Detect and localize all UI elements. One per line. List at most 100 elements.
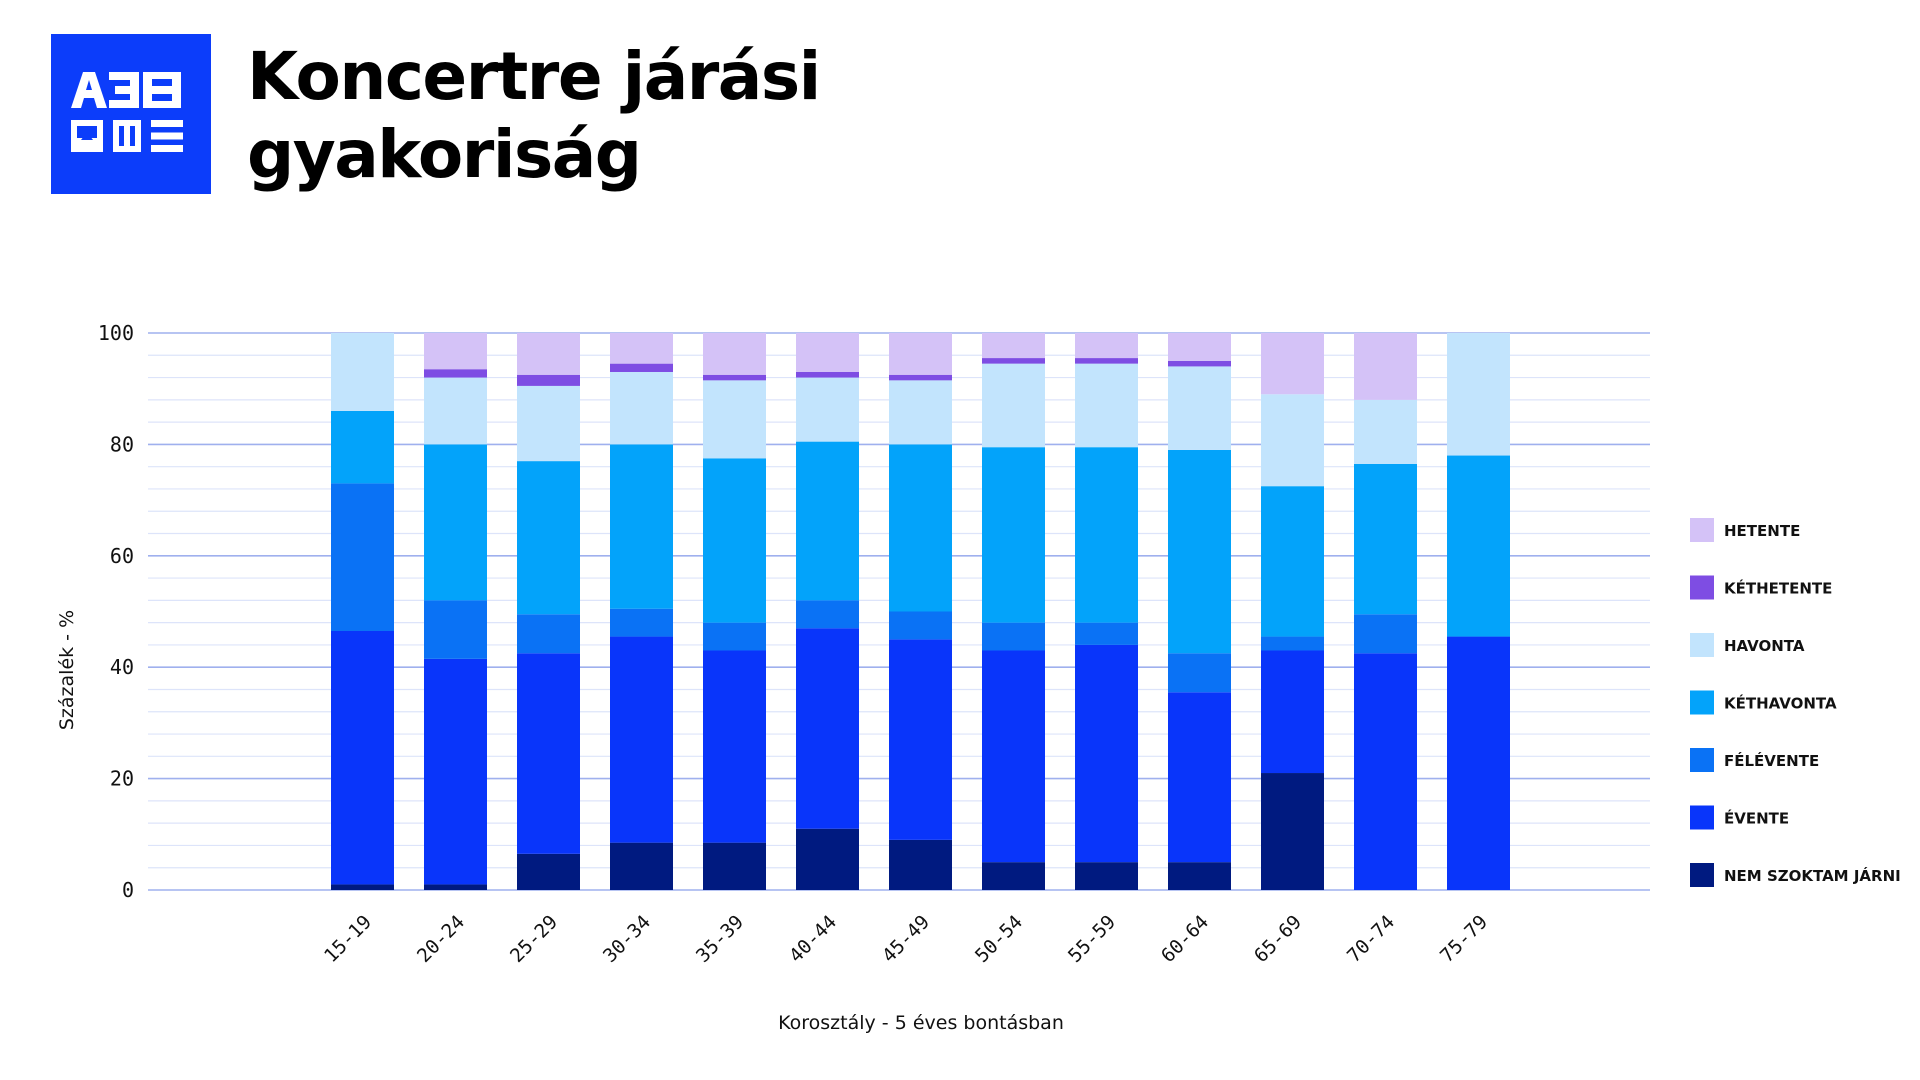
x-tick-labels: 15-19 20-24 25-29 30-34 35-39 40-44 45-49 50-54… [320,911,1492,967]
x-tick-label: 20-24 [413,911,469,967]
bar-segment [424,377,487,445]
bar-segment [982,650,1045,863]
bar-segment [517,385,580,462]
bar-segment [1261,486,1324,637]
x-tick-label: 45-49 [878,911,934,967]
y-tick-label: 60 [110,544,134,568]
bar-segment [517,333,580,375]
bar-segment [1075,622,1138,645]
bar-segment [889,374,952,381]
bar-segment [1075,333,1138,359]
bar-segment [889,839,952,890]
bar-segment [703,842,766,890]
bar-segment [1261,636,1324,651]
bar-segment [610,636,673,843]
bar-segment [610,444,673,609]
a38-logo [51,34,211,194]
bar-segment [1261,333,1324,395]
y-tick-label: 40 [110,655,134,679]
legend: HETENTE KÉTHETENTE HAVONTA KÉTHAVONTA FÉLÉVE… [1690,518,1901,887]
x-tick-label: 15-19 [320,911,376,967]
bar-segment [703,374,766,381]
bar-segment [1168,360,1231,367]
bar-segment [889,639,952,840]
bar-segment [610,333,673,364]
bar-segment [424,658,487,885]
bar-segment [517,614,580,654]
bar-segment [517,374,580,386]
a38-logo-icon [71,72,183,152]
bar-segment [1447,636,1510,890]
bar-segment [610,371,673,445]
bar-segment [517,653,580,854]
bar-segment [982,333,1045,359]
bar-segment [331,410,394,484]
bar-segment [1354,614,1417,654]
bar-segment [1075,358,1138,364]
bar-segment [1075,644,1138,863]
bar-segment [331,884,394,890]
y-tick-labels: 0 20 40 60 80 100 [98,321,134,902]
bar-segment [1075,447,1138,623]
bar-segment [1354,333,1417,400]
bar-segment [424,333,487,370]
bar-segment [424,884,487,890]
bar-segment [796,628,859,829]
legend-label: ÉVENTE [1724,809,1789,828]
legend-label: KÉTHAVONTA [1724,694,1837,713]
x-tick-label: 70-74 [1343,911,1399,967]
bar-segment [1261,394,1324,487]
y-tick-label: 0 [122,878,134,902]
legend-swatch [1690,518,1714,542]
bar-segment [889,444,952,612]
x-tick-label: 75-79 [1436,911,1492,967]
bar-segment [982,862,1045,890]
bar-segment [982,622,1045,651]
bar-segment [1354,463,1417,615]
bar-segment [1168,366,1231,450]
legend-swatch [1690,863,1714,887]
bar-segment [331,630,394,885]
bar-segment [703,650,766,843]
legend-swatch [1690,633,1714,657]
bar-segment [703,458,766,623]
y-tick-label: 20 [110,767,134,791]
bar-segment [1075,363,1138,448]
x-tick-label: 35-39 [692,911,748,967]
x-tick-label: 50-54 [971,911,1027,967]
bar-segment [796,600,859,629]
bar-segment [1075,862,1138,890]
legend-swatch [1690,748,1714,772]
bar-segment [982,358,1045,364]
bar-segment [424,444,487,601]
bar-segment [796,371,859,378]
legend-label: KÉTHETENTE [1724,579,1832,598]
bar-segment [1447,333,1510,456]
legend-swatch [1690,575,1714,600]
bar-segment [796,377,859,442]
bar-segment [424,600,487,659]
bar-segment [703,622,766,651]
x-tick-label: 55-59 [1064,911,1120,967]
bar-segment [982,447,1045,623]
bar-segment [1168,862,1231,890]
bar-segment [703,380,766,459]
x-tick-label: 40-44 [785,911,841,967]
legend-label: FÉLÉVENTE [1724,751,1819,770]
bar-segment [610,363,673,372]
bar-segment [796,333,859,372]
bar-segment [982,363,1045,448]
y-tick-label: 80 [110,432,134,456]
bar-segment [889,380,952,445]
bar-segment [610,608,673,637]
bar-segment [517,461,580,615]
x-tick-label: 25-29 [506,911,562,967]
x-axis-label: Korosztály - 5 éves bontásban [778,1012,1064,1034]
bar-segment [1261,650,1324,774]
page-title: Koncertre járási gyakoriság [247,38,821,193]
x-tick-label: 60-64 [1157,911,1213,967]
bar-segment [1168,653,1231,693]
bar-segment [610,842,673,890]
bar-segment [1354,653,1417,890]
bar-segment [889,611,952,640]
